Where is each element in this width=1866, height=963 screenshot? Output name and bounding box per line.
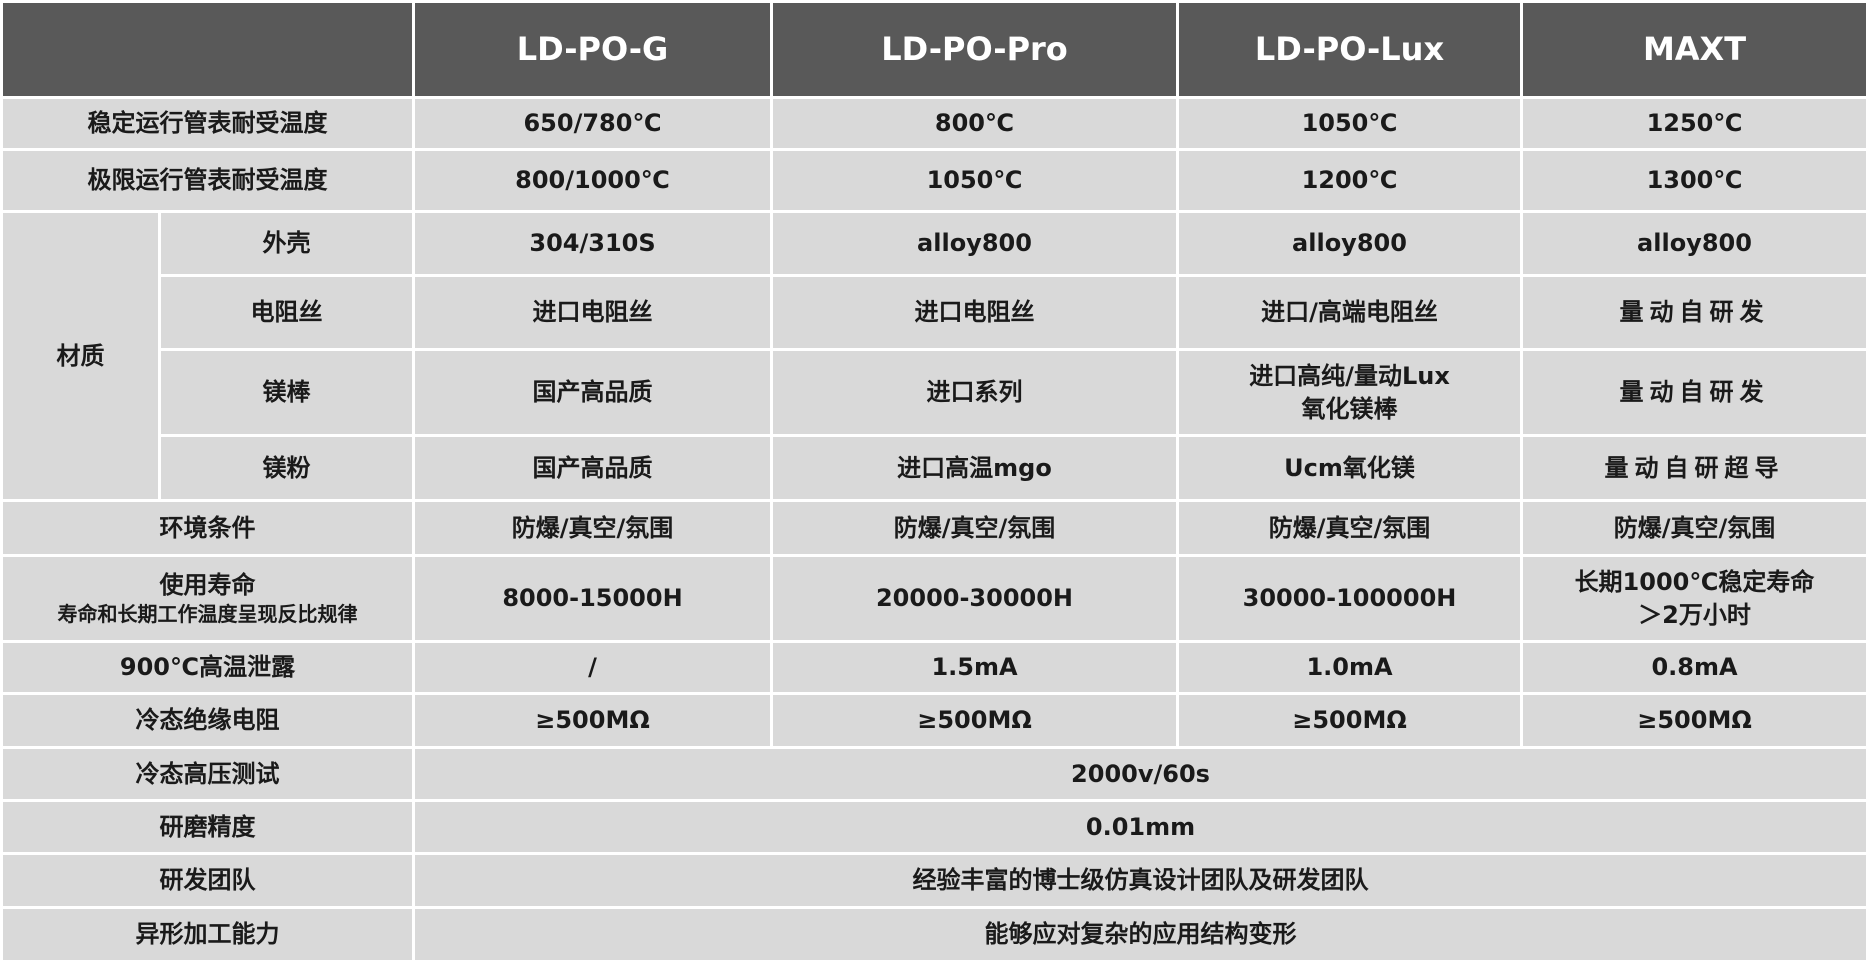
cell-value-merged: 2000v/60s bbox=[414, 748, 1866, 801]
row-label-powder: 镁粉 bbox=[160, 436, 414, 501]
cell-value: 国产高品质 bbox=[414, 350, 772, 436]
cell-value: 1050℃ bbox=[772, 150, 1178, 212]
row-label-team: 研发团队 bbox=[2, 854, 414, 908]
model-header-ld-po-pro: LD-PO-Pro bbox=[772, 2, 1178, 98]
row-sublabel: 寿命和长期工作温度呈现反比规律 bbox=[9, 601, 406, 628]
table-row: 使用寿命 寿命和长期工作温度呈现反比规律 8000-15000H 20000-3… bbox=[2, 556, 1866, 642]
cell-value: 8000-15000H bbox=[414, 556, 772, 642]
model-header-maxt: MAXT bbox=[1522, 2, 1866, 98]
cell-value: 800/1000℃ bbox=[414, 150, 772, 212]
row-label-rod: 镁棒 bbox=[160, 350, 414, 436]
cell-value: 国产高品质 bbox=[414, 436, 772, 501]
cell-value: ≥500MΩ bbox=[414, 694, 772, 748]
cell-value: 进口电阻丝 bbox=[414, 276, 772, 350]
cell-line: 长期1000℃稳定寿命 bbox=[1529, 566, 1860, 598]
header-row: LD-PO-G LD-PO-Pro LD-PO-Lux MAXT bbox=[2, 2, 1866, 98]
table-row: 极限运行管表耐受温度 800/1000℃ 1050℃ 1200℃ 1300℃ bbox=[2, 150, 1866, 212]
cell-value: 防爆/真空/氛围 bbox=[1522, 501, 1866, 556]
cell-value: 1300℃ bbox=[1522, 150, 1866, 212]
cell-value: 1200℃ bbox=[1178, 150, 1522, 212]
cell-value: alloy800 bbox=[772, 212, 1178, 276]
model-header-ld-po-g: LD-PO-G bbox=[414, 2, 772, 98]
row-label-text: 使用寿命 bbox=[9, 569, 406, 601]
cell-value: 650/780℃ bbox=[414, 98, 772, 150]
row-label-leakage: 900℃高温泄露 bbox=[2, 642, 414, 694]
cell-value: 防爆/真空/氛围 bbox=[1178, 501, 1522, 556]
cell-value: ≥500MΩ bbox=[1178, 694, 1522, 748]
table-row: 环境条件 防爆/真空/氛围 防爆/真空/氛围 防爆/真空/氛围 防爆/真空/氛围 bbox=[2, 501, 1866, 556]
row-label-material: 材质 bbox=[2, 212, 160, 501]
cell-value: alloy800 bbox=[1522, 212, 1866, 276]
cell-value: 量动自研发 bbox=[1522, 350, 1866, 436]
table-row: 镁粉 国产高品质 进口高温mgo Ucm氧化镁 量动自研超导 bbox=[2, 436, 1866, 501]
header-corner bbox=[2, 2, 414, 98]
row-label-shaping: 异形加工能力 bbox=[2, 908, 414, 962]
row-label-limit-temp: 极限运行管表耐受温度 bbox=[2, 150, 414, 212]
cell-value-multiline: 进口高纯/量动Lux 氧化镁棒 bbox=[1178, 350, 1522, 436]
cell-value: 进口/高端电阻丝 bbox=[1178, 276, 1522, 350]
cell-value: 304/310S bbox=[414, 212, 772, 276]
table-row: 异形加工能力 能够应对复杂的应用结构变形 bbox=[2, 908, 1866, 962]
cell-line: 氧化镁棒 bbox=[1185, 393, 1514, 425]
table-row: 冷态高压测试 2000v/60s bbox=[2, 748, 1866, 801]
row-label-life: 使用寿命 寿命和长期工作温度呈现反比规律 bbox=[2, 556, 414, 642]
cell-line: ＞2万小时 bbox=[1529, 599, 1860, 631]
table-row: 稳定运行管表耐受温度 650/780℃ 800℃ 1050℃ 1250℃ bbox=[2, 98, 1866, 150]
cell-value: 量动自研超导 bbox=[1522, 436, 1866, 501]
cell-value: 1.5mA bbox=[772, 642, 1178, 694]
cell-line: 进口高纯/量动Lux bbox=[1185, 360, 1514, 392]
cell-value: 防爆/真空/氛围 bbox=[772, 501, 1178, 556]
row-label-stable-temp: 稳定运行管表耐受温度 bbox=[2, 98, 414, 150]
table-row: 电阻丝 进口电阻丝 进口电阻丝 进口/高端电阻丝 量动自研发 bbox=[2, 276, 1866, 350]
table-row: 900℃高温泄露 / 1.5mA 1.0mA 0.8mA bbox=[2, 642, 1866, 694]
table-row: 冷态绝缘电阻 ≥500MΩ ≥500MΩ ≥500MΩ ≥500MΩ bbox=[2, 694, 1866, 748]
cell-value-merged: 经验丰富的博士级仿真设计团队及研发团队 bbox=[414, 854, 1866, 908]
row-label-environment: 环境条件 bbox=[2, 501, 414, 556]
cell-value: 量动自研发 bbox=[1522, 276, 1866, 350]
cell-value: 进口高温mgo bbox=[772, 436, 1178, 501]
table-row: 材质 外壳 304/310S alloy800 alloy800 alloy80… bbox=[2, 212, 1866, 276]
cell-value: 进口系列 bbox=[772, 350, 1178, 436]
table-row: 研发团队 经验丰富的博士级仿真设计团队及研发团队 bbox=[2, 854, 1866, 908]
cell-value: 1.0mA bbox=[1178, 642, 1522, 694]
cell-value: 进口电阻丝 bbox=[772, 276, 1178, 350]
row-label-shell: 外壳 bbox=[160, 212, 414, 276]
cell-value: 1050℃ bbox=[1178, 98, 1522, 150]
cell-value-merged: 0.01mm bbox=[414, 801, 1866, 854]
cell-value: alloy800 bbox=[1178, 212, 1522, 276]
row-label-grinding: 研磨精度 bbox=[2, 801, 414, 854]
row-label-insulation: 冷态绝缘电阻 bbox=[2, 694, 414, 748]
cell-value: 30000-100000H bbox=[1178, 556, 1522, 642]
cell-value: 800℃ bbox=[772, 98, 1178, 150]
table-row: 研磨精度 0.01mm bbox=[2, 801, 1866, 854]
model-header-ld-po-lux: LD-PO-Lux bbox=[1178, 2, 1522, 98]
cell-value: 防爆/真空/氛围 bbox=[414, 501, 772, 556]
cell-value-merged: 能够应对复杂的应用结构变形 bbox=[414, 908, 1866, 962]
cell-value: / bbox=[414, 642, 772, 694]
cell-value: ≥500MΩ bbox=[1522, 694, 1866, 748]
cell-value: 0.8mA bbox=[1522, 642, 1866, 694]
cell-value: 1250℃ bbox=[1522, 98, 1866, 150]
cell-value: Ucm氧化镁 bbox=[1178, 436, 1522, 501]
cell-value: ≥500MΩ bbox=[772, 694, 1178, 748]
table-row: 镁棒 国产高品质 进口系列 进口高纯/量动Lux 氧化镁棒 量动自研发 bbox=[2, 350, 1866, 436]
row-label-wire: 电阻丝 bbox=[160, 276, 414, 350]
row-label-hv-test: 冷态高压测试 bbox=[2, 748, 414, 801]
cell-value-multiline: 长期1000℃稳定寿命 ＞2万小时 bbox=[1522, 556, 1866, 642]
cell-value: 20000-30000H bbox=[772, 556, 1178, 642]
